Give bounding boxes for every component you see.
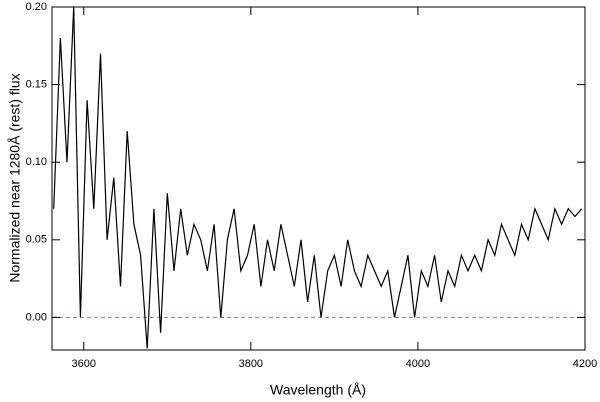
y-tick-label: 0.10 <box>26 156 47 168</box>
x-tick-label: 3600 <box>72 358 96 370</box>
x-tick-label: 4000 <box>406 358 430 370</box>
spectrum-line <box>53 7 583 349</box>
plot-frame <box>51 6 586 351</box>
x-axis-label: Wavelength (Å) <box>270 382 366 398</box>
y-tick-label: 0.05 <box>26 234 47 246</box>
y-axis-label: Normalized near 1280Å (rest) flux <box>7 73 23 282</box>
y-tick-label: 0.15 <box>26 79 47 91</box>
x-tick-label: 4200 <box>573 358 597 370</box>
y-tick-label: 0.00 <box>26 311 47 323</box>
y-tick-label: 0.20 <box>26 1 47 13</box>
x-tick-label: 3800 <box>239 358 263 370</box>
